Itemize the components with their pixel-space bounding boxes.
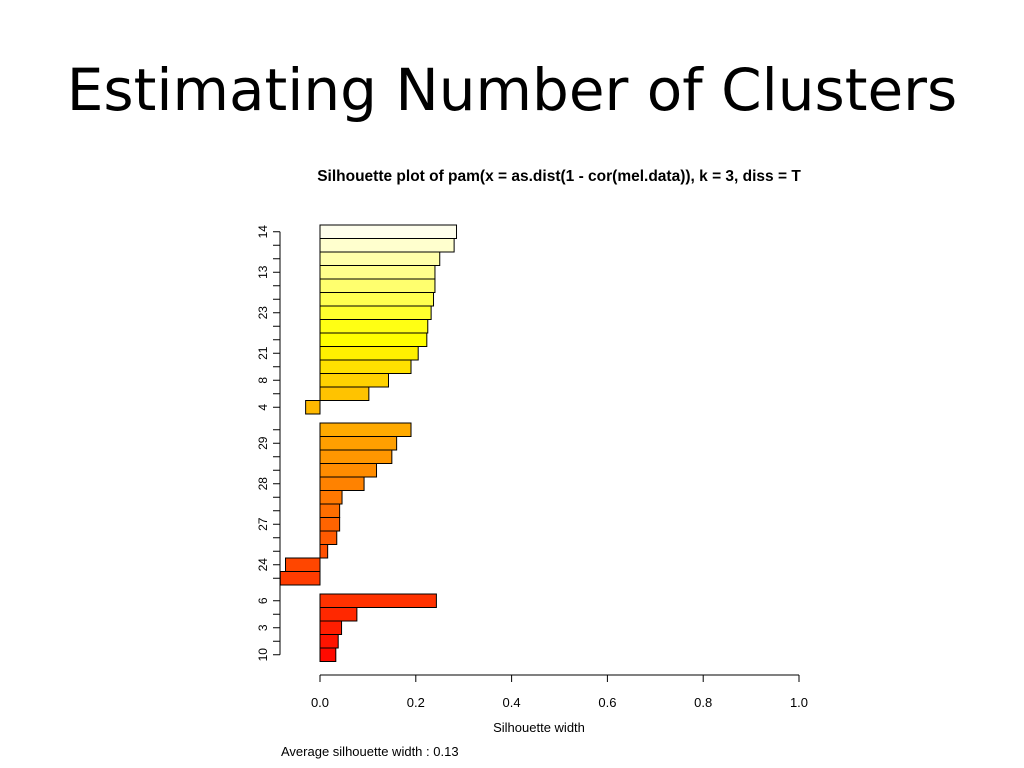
x-tick-label: 1.0 <box>790 695 808 710</box>
silhouette-bar <box>319 490 343 505</box>
silhouette-bar <box>319 386 370 401</box>
x-axis: 0.0 0.2 0.4 0.6 0.8 1.0 <box>311 674 808 710</box>
silhouette-bar <box>285 557 321 572</box>
silhouette-bar <box>319 319 429 334</box>
y-tick-label: 3 <box>256 624 270 631</box>
silhouette-bar <box>319 476 365 491</box>
slide-title: Estimating Number of Clusters <box>66 56 958 124</box>
y-tick-label: 4 <box>256 404 270 411</box>
bars-group <box>279 224 458 662</box>
silhouette-bar <box>319 422 412 437</box>
x-tick-label: 0.0 <box>311 695 329 710</box>
silhouette-bar <box>319 463 378 478</box>
silhouette-bar <box>319 265 436 280</box>
silhouette-bar <box>319 359 412 374</box>
y-tick-label: 27 <box>256 517 270 531</box>
x-tick-label: 0.4 <box>503 695 521 710</box>
x-tick-label: 0.6 <box>598 695 616 710</box>
silhouette-bar <box>319 503 341 518</box>
y-tick-label: 21 <box>256 346 270 360</box>
x-tick-label: 0.8 <box>694 695 712 710</box>
silhouette-bar <box>319 278 436 293</box>
silhouette-bar <box>319 373 389 388</box>
y-tick-label: 6 <box>256 597 270 604</box>
silhouette-bar <box>319 449 393 464</box>
silhouette-bar <box>319 332 428 347</box>
y-tick-label: 24 <box>256 558 270 572</box>
y-axis: 14 13 23 21 8 4 29 28 27 24 6 3 10 <box>256 225 281 662</box>
average-silhouette-width: Average silhouette width : 0.13 <box>281 744 459 759</box>
y-tick-label: 23 <box>256 306 270 320</box>
silhouette-bar <box>319 251 441 266</box>
silhouette-bar <box>319 634 339 649</box>
silhouette-bar <box>319 593 437 608</box>
silhouette-bar <box>319 292 435 307</box>
chart-title: Silhouette plot of pam(x = as.dist(1 - c… <box>317 168 801 185</box>
silhouette-bar <box>279 571 321 586</box>
silhouette-bar <box>319 530 338 545</box>
silhouette-bar <box>319 607 358 622</box>
silhouette-bar <box>319 517 341 532</box>
silhouette-bar <box>319 647 337 662</box>
silhouette-bar <box>319 305 432 320</box>
x-tick-label: 0.2 <box>407 695 425 710</box>
silhouette-bar <box>319 346 419 361</box>
silhouette-bar <box>319 544 329 559</box>
silhouette-bar <box>319 238 455 253</box>
y-tick-label: 28 <box>256 477 270 491</box>
silhouette-bar <box>305 400 321 415</box>
y-tick-label: 10 <box>256 648 270 662</box>
y-tick-label: 8 <box>256 377 270 384</box>
x-axis-label: Silhouette width <box>493 720 585 735</box>
y-tick-label: 13 <box>256 265 270 279</box>
y-tick-label: 14 <box>256 225 270 239</box>
silhouette-bar <box>319 436 398 451</box>
silhouette-bar <box>319 620 343 635</box>
silhouette-bar <box>319 224 458 239</box>
y-tick-label: 29 <box>256 436 270 450</box>
